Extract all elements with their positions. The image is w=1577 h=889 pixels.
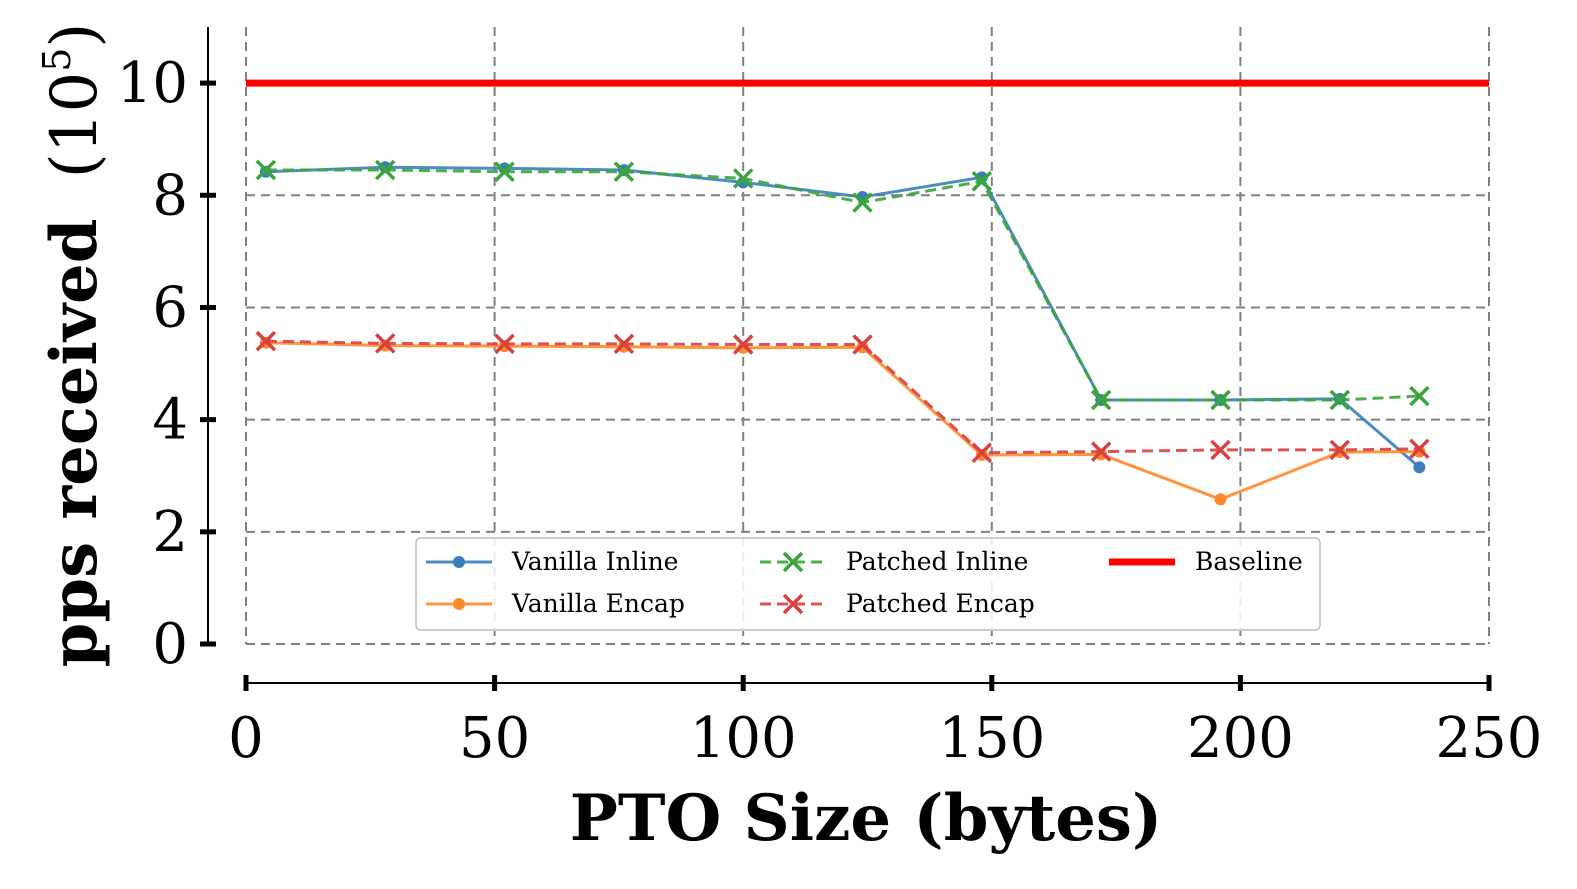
point-patched-encap-9 [1329, 439, 1351, 461]
point-patched-encap-6 [971, 442, 993, 463]
svg-text:pps received (105): pps received (105) [35, 23, 112, 668]
series-line-patched-inline [265, 168, 1420, 402]
point-patched-encap-6-stroke-b [971, 442, 993, 463]
point-patched-inline-7 [1090, 389, 1112, 411]
point-patched-encap-8 [1210, 439, 1231, 461]
point-patched-encap-1-stroke-b [374, 333, 396, 354]
y-axis-title: pps received [37, 218, 112, 667]
point-patched-encap-10 [1409, 438, 1430, 460]
point-patched-inline-6 [971, 171, 993, 192]
point-patched-encap-7-stroke-b [1090, 441, 1112, 462]
legend-item-baseline: Baseline [1109, 547, 1303, 576]
point-patched-inline-9-stroke-b [1329, 389, 1351, 411]
point-patched-encap-4 [732, 334, 754, 355]
legend-item-vanilla-inline: Vanilla Inline [426, 547, 678, 576]
series-line-vanilla-encap [265, 341, 1420, 501]
legend-label-baseline: Baseline [1195, 547, 1303, 576]
point-patched-inline-8 [1210, 389, 1231, 411]
point-patched-encap-3-stroke-b [613, 333, 635, 355]
point-patched-inline-0-stroke-b [255, 159, 277, 181]
legend-box [415, 537, 1321, 631]
legend-marker-patched-inline [782, 551, 804, 573]
legend-marker-vanilla-inline [453, 556, 465, 568]
legend-marker-vanilla-encap [453, 598, 465, 610]
y-axis-paren-close: ) [38, 23, 112, 48]
y-tick-label-0: 0 [152, 612, 188, 677]
legend-label-vanilla-inline: Vanilla Inline [511, 547, 678, 576]
point-patched-inline-3 [613, 161, 635, 182]
y-tick-label-8: 8 [152, 163, 188, 228]
point-patched-encap-2 [494, 333, 515, 355]
point-patched-inline-10-stroke-b [1409, 385, 1430, 407]
legend-marker-patched-inline-stroke-b [782, 551, 804, 573]
point-patched-inline-4 [732, 168, 754, 189]
y-tick-label-6: 6 [152, 275, 188, 340]
point-vanilla-encap-8 [1214, 493, 1227, 506]
point-patched-inline-9 [1329, 389, 1351, 411]
y-axis-exponent: 5 [35, 48, 79, 72]
series-line-patched-encap [265, 339, 1420, 455]
point-patched-inline-3-stroke-b [613, 161, 635, 182]
point-patched-inline-8-stroke-b [1210, 389, 1231, 411]
point-patched-encap-5 [852, 334, 873, 355]
legend-label-vanilla-encap: Vanilla Encap [511, 589, 685, 618]
point-patched-inline-6-stroke-b [971, 171, 993, 192]
point-patched-inline-10 [1409, 385, 1430, 407]
series-patched-inline [255, 159, 1430, 411]
legend-label-patched-inline: Patched Inline [846, 547, 1028, 576]
x-tick-label-250: 250 [1436, 706, 1543, 771]
legend-item-patched-encap: Patched Encap [760, 589, 1035, 618]
series-layer [246, 79, 1489, 506]
point-patched-encap-1 [374, 333, 396, 354]
point-patched-inline-4-stroke-b [732, 168, 754, 189]
point-patched-encap-3 [613, 333, 635, 355]
y-axis-paren-open: ( [38, 153, 112, 178]
x-tick-label-150: 150 [938, 706, 1045, 771]
point-patched-inline-5 [852, 192, 873, 213]
y-axis-exponent-base: 10 [38, 72, 112, 153]
x-axis-title: PTO Size (bytes) [570, 781, 1162, 856]
point-patched-encap-7 [1090, 441, 1112, 462]
series-vanilla-inline [259, 161, 1426, 474]
point-patched-inline-1 [374, 159, 396, 181]
series-line-vanilla-inline [265, 165, 1421, 469]
point-vanilla-inline-10 [1413, 461, 1426, 474]
legend-marker-patched-encap-stroke-b [782, 593, 804, 615]
y-axis-title-group: pps received (105) [35, 23, 112, 668]
x-tick-label-50: 50 [459, 706, 530, 771]
point-patched-inline-2 [494, 161, 515, 182]
legend-label-patched-encap: Patched Encap [846, 589, 1035, 618]
point-patched-inline-5-stroke-b [852, 192, 873, 213]
x-tick-label-200: 200 [1187, 706, 1294, 771]
legend-item-patched-inline: Patched Inline [760, 547, 1028, 576]
point-patched-inline-0 [255, 159, 277, 181]
point-patched-inline-7-stroke-b [1090, 389, 1112, 411]
legend-item-vanilla-encap: Vanilla Encap [426, 589, 685, 618]
legend: Vanilla Inline Patched Inline Baseline Vani… [415, 537, 1321, 631]
point-patched-encap-0 [255, 330, 277, 352]
y-tick-label-2: 2 [152, 500, 188, 565]
point-patched-encap-8-stroke-b [1210, 439, 1231, 461]
y-tick-label-10: 10 [117, 51, 188, 116]
point-patched-encap-2-stroke-b [494, 333, 515, 355]
point-patched-inline-1-stroke-b [374, 159, 396, 181]
series-vanilla-encap [259, 336, 1426, 506]
point-vanilla-encap-5 [856, 341, 869, 354]
point-patched-inline-2-stroke-b [494, 161, 515, 182]
series-patched-encap [255, 330, 1430, 463]
point-patched-encap-0-stroke-b [255, 330, 277, 352]
x-tick-label-100: 100 [690, 706, 797, 771]
legend-marker-patched-encap [782, 593, 804, 615]
point-patched-encap-9-stroke-b [1329, 439, 1351, 461]
y-tick-label-4: 4 [152, 388, 188, 453]
point-patched-encap-4-stroke-b [732, 334, 754, 355]
point-patched-encap-5-stroke-b [852, 334, 873, 355]
x-tick-label-0: 0 [228, 706, 264, 771]
point-patched-encap-10-stroke-b [1409, 438, 1430, 460]
